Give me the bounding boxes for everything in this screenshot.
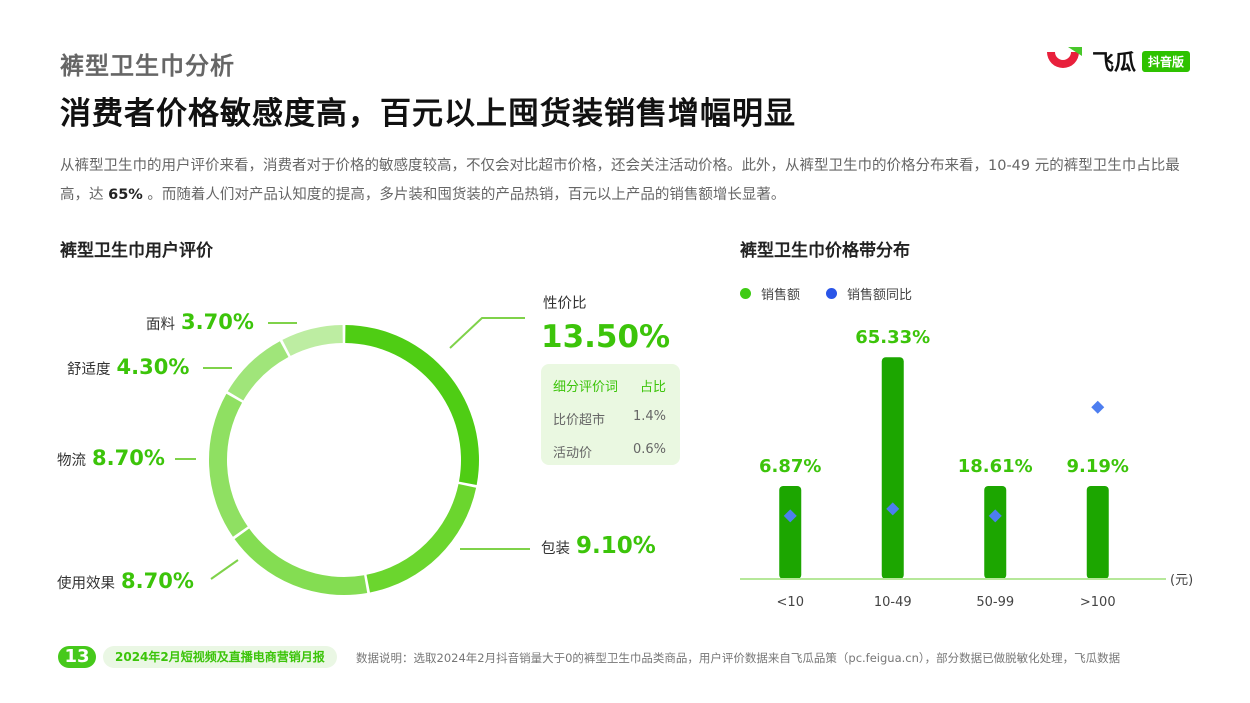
brand-logo: 飞瓜 抖音版: [1044, 44, 1190, 78]
pie-label-baozhuang: 包装 9.10%: [541, 533, 656, 559]
x-tick-label: 10-49: [874, 595, 912, 610]
sub-table-cell: 1.4%: [632, 409, 666, 424]
pie-slice: [366, 484, 477, 593]
pie-label-text: 舒适度: [67, 362, 111, 378]
bar-value-label: 18.61%: [958, 456, 1033, 477]
pie-value-xingjiabi: 13.50%: [541, 319, 671, 355]
pie-label-shushidu: 舒适度 4.30%: [67, 355, 189, 379]
sub-table-row: 比价超市 1.4%: [553, 409, 666, 428]
bar: [779, 486, 802, 579]
bar: [881, 357, 904, 579]
intro-highlight: 65%: [108, 187, 143, 203]
x-tick-label: >100: [1080, 595, 1116, 610]
pie-slice: [227, 341, 289, 401]
pie-panel-title: 裤型卫生巾用户评价: [60, 241, 213, 261]
logo-badge: 抖音版: [1141, 50, 1190, 72]
yoy-marker: [886, 502, 900, 516]
data-note: 数据说明：选取2024年2月抖音销量大于0的裤型卫生巾品类商品，用户评价数据来自…: [356, 651, 1121, 665]
leader-line: [449, 317, 525, 349]
pie-value: 4.30%: [116, 355, 190, 379]
x-tick-label: <10: [777, 595, 804, 610]
pie-value: 9.10%: [576, 533, 656, 559]
pie-label-mianliao: 面料 3.70%: [146, 310, 254, 334]
bar-value-label: 65.33%: [855, 327, 930, 348]
sub-evaluation-table: 细分评价词 占比 比价超市 1.4% 活动价 0.6%: [541, 364, 680, 465]
sub-table-cell: 0.6%: [632, 442, 666, 457]
sub-table-cell: 比价超市: [553, 413, 606, 428]
bar-panel-title: 裤型卫生巾价格带分布: [740, 241, 910, 261]
pie-label-text: 性价比: [543, 296, 587, 312]
sub-table-header-cell: 细分评价词: [553, 380, 619, 395]
page-number: 13: [58, 646, 96, 668]
bar: [1086, 486, 1109, 579]
feigua-logo-icon: [1046, 47, 1082, 68]
bar-value-label: 9.19%: [1067, 456, 1129, 477]
pie-value: 8.70%: [121, 569, 194, 593]
pie-label-text: 包装: [541, 541, 570, 557]
bar-value-label: 6.87%: [759, 456, 821, 477]
logo-text: 飞瓜: [1091, 51, 1136, 76]
intro-text: 从裤型卫生巾的用户评价来看，消费者对于价格的敏感度较高，不仅会对比超市价格，还会…: [60, 158, 1180, 203]
x-tick-label: 50-99: [976, 595, 1014, 610]
pie-label-wuliu: 物流 8.70%: [57, 446, 165, 470]
sub-table-header-cell: 占比: [639, 380, 666, 395]
pie-label-shiyongxiaoguo: 使用效果 8.70%: [57, 569, 194, 593]
yoy-marker: [988, 509, 1002, 523]
pie-slice: [345, 325, 479, 485]
page-headline: 消费者价格敏感度高，百元以上囤货装销售增幅明显: [60, 96, 796, 132]
pie-label-text: 物流: [57, 453, 86, 469]
yoy-marker: [1091, 400, 1105, 414]
pie-chart: [175, 317, 530, 595]
bar: [984, 486, 1007, 579]
leader-line: [210, 559, 239, 580]
pie-label-xingjiabi: 性价比: [543, 292, 587, 313]
intro-text-2: 。而随着人们对产品认知度的提高，多片装和囤货装的产品热销，百元以上产品的销售额增…: [142, 187, 786, 203]
yoy-marker: [783, 509, 797, 523]
pie-value: 3.70%: [181, 310, 254, 334]
pie-slice: [282, 325, 343, 356]
pie-label-text: 使用效果: [57, 576, 115, 592]
x-axis-unit: (元): [1170, 573, 1193, 588]
bar-chart: 6.87% <10 65.33% 10-49 18.61% 50-99 9.19% >100 (…: [740, 327, 1193, 610]
legend-item: 销售额: [761, 288, 801, 303]
intro-paragraph: 从裤型卫生巾的用户评价来看，消费者对于价格的敏感度较高，不仅会对比超市价格，还会…: [60, 152, 1195, 210]
bar-legend: 销售额 销售额同比: [740, 284, 912, 303]
legend-dot-icon: [826, 288, 838, 299]
sub-table-header: 细分评价词 占比: [553, 376, 666, 395]
section-title: 裤型卫生巾分析: [60, 52, 235, 80]
report-name-badge: 2024年2月短视频及直播电商营销月报: [103, 646, 337, 668]
pie-slice: [208, 393, 248, 537]
pie-slice: [234, 528, 368, 595]
pie-label-text: 面料: [146, 317, 175, 333]
sub-table-row: 活动价 0.6%: [553, 442, 666, 461]
sub-table-cell: 活动价: [553, 446, 593, 461]
pie-value: 8.70%: [92, 446, 165, 470]
legend-item: 销售额同比: [847, 288, 913, 303]
legend-dot-icon: [740, 288, 751, 299]
